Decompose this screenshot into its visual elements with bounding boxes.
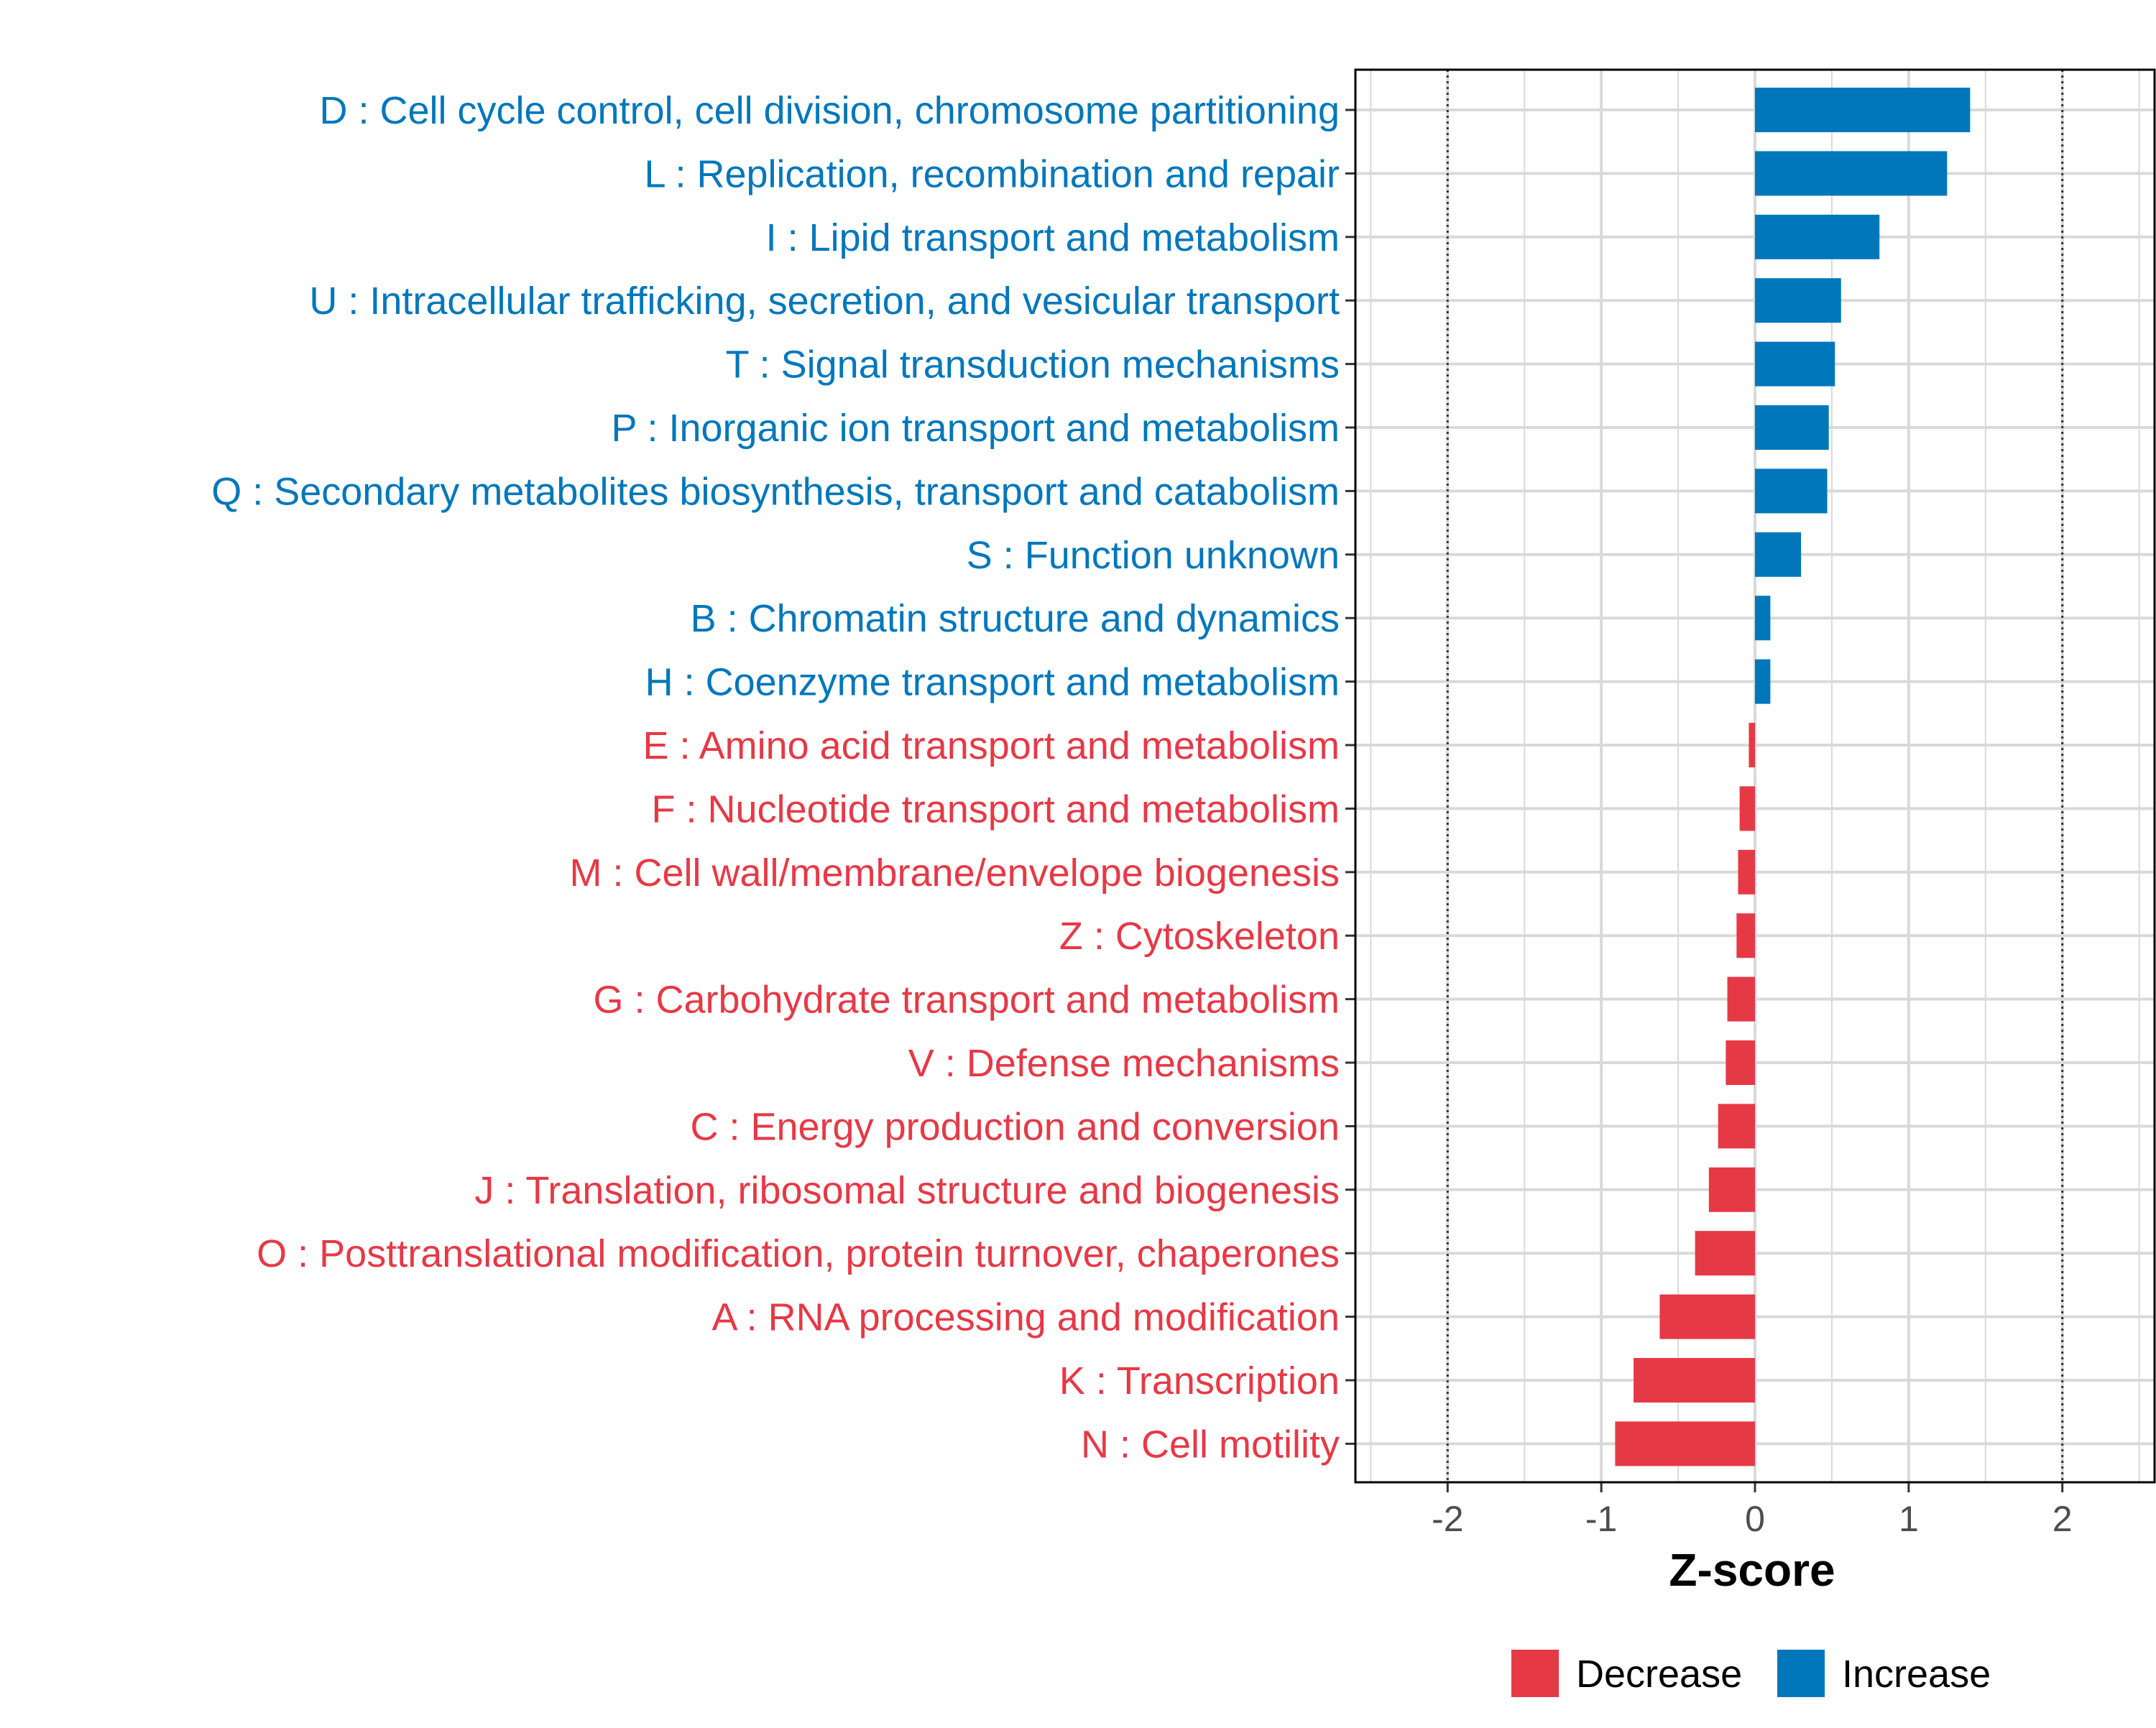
bar (1755, 659, 1771, 704)
category-label: P : Inorganic ion transport and metaboli… (611, 407, 1340, 450)
bar (1755, 532, 1802, 577)
category-label: M : Cell wall/membrane/envelope biogenes… (569, 851, 1340, 895)
bar (1755, 341, 1835, 387)
bar (1749, 723, 1755, 767)
bar (1718, 1104, 1755, 1149)
bar (1738, 849, 1755, 895)
category-labels: D : Cell cycle control, cell division, c… (211, 89, 1340, 1466)
category-label: I : Lipid transport and metabolism (766, 216, 1340, 259)
legend-swatch-decrease (1511, 1650, 1559, 1697)
bar (1755, 596, 1771, 641)
category-label: T : Signal transduction mechanisms (726, 343, 1340, 387)
category-label: E : Amino acid transport and metabolism (643, 724, 1340, 767)
bar (1755, 88, 1971, 132)
bar (1708, 1167, 1755, 1212)
bar (1739, 786, 1755, 831)
bar (1615, 1421, 1755, 1466)
bar (1755, 278, 1841, 323)
category-label: O : Posttranslational modification, prot… (257, 1232, 1340, 1275)
legend-swatch-increase (1777, 1650, 1825, 1697)
category-label: N : Cell motility (1081, 1423, 1340, 1466)
bar (1634, 1358, 1755, 1403)
category-label: H : Coenzyme transport and metabolism (645, 661, 1340, 704)
category-label: K : Transcription (1059, 1359, 1340, 1403)
bar (1736, 913, 1755, 958)
category-label: A : RNA processing and modification (712, 1296, 1340, 1339)
bar-layer (1615, 88, 1971, 1466)
category-label: S : Function unknown (967, 534, 1340, 577)
x-axis-title: Z-score (1669, 1544, 1835, 1596)
category-label: Z : Cytoskeleton (1059, 915, 1340, 958)
bar (1659, 1294, 1755, 1339)
legend-label-decrease: Decrease (1576, 1653, 1742, 1696)
bar (1755, 405, 1829, 450)
category-label: F : Nucleotide transport and metabolism (652, 787, 1340, 831)
x-tick-label: 1 (1899, 1499, 1919, 1539)
category-label: Q : Secondary metabolites biosynthesis, … (211, 470, 1340, 513)
category-label: U : Intracellular trafficking, secretion… (309, 279, 1340, 323)
category-label: V : Defense mechanisms (908, 1042, 1340, 1085)
bar (1695, 1231, 1755, 1276)
bar (1727, 976, 1755, 1022)
bar (1726, 1040, 1755, 1085)
legend-label-increase: Increase (1842, 1653, 1991, 1696)
category-label: L : Replication, recombination and repai… (644, 152, 1340, 195)
x-tick-label: -2 (1432, 1499, 1463, 1539)
category-label: G : Carbohydrate transport and metabolis… (594, 979, 1340, 1022)
category-label: B : Chromatin structure and dynamics (691, 597, 1340, 640)
bar (1755, 151, 1948, 196)
x-tick-label: 2 (2053, 1499, 2073, 1539)
plot-frame (1354, 68, 2156, 1484)
x-tick-label: 0 (1745, 1499, 1765, 1539)
legend: Decrease Increase (1511, 1650, 1991, 1697)
category-label: C : Energy production and conversion (690, 1105, 1340, 1148)
bar (1755, 214, 1880, 259)
bar (1755, 468, 1828, 514)
x-tick-label: -1 (1585, 1499, 1617, 1539)
category-label: D : Cell cycle control, cell division, c… (319, 89, 1340, 132)
category-label: J : Translation, ribosomal structure and… (474, 1169, 1340, 1212)
x-axis: -2 -1 0 1 2 (1345, 108, 2073, 1539)
